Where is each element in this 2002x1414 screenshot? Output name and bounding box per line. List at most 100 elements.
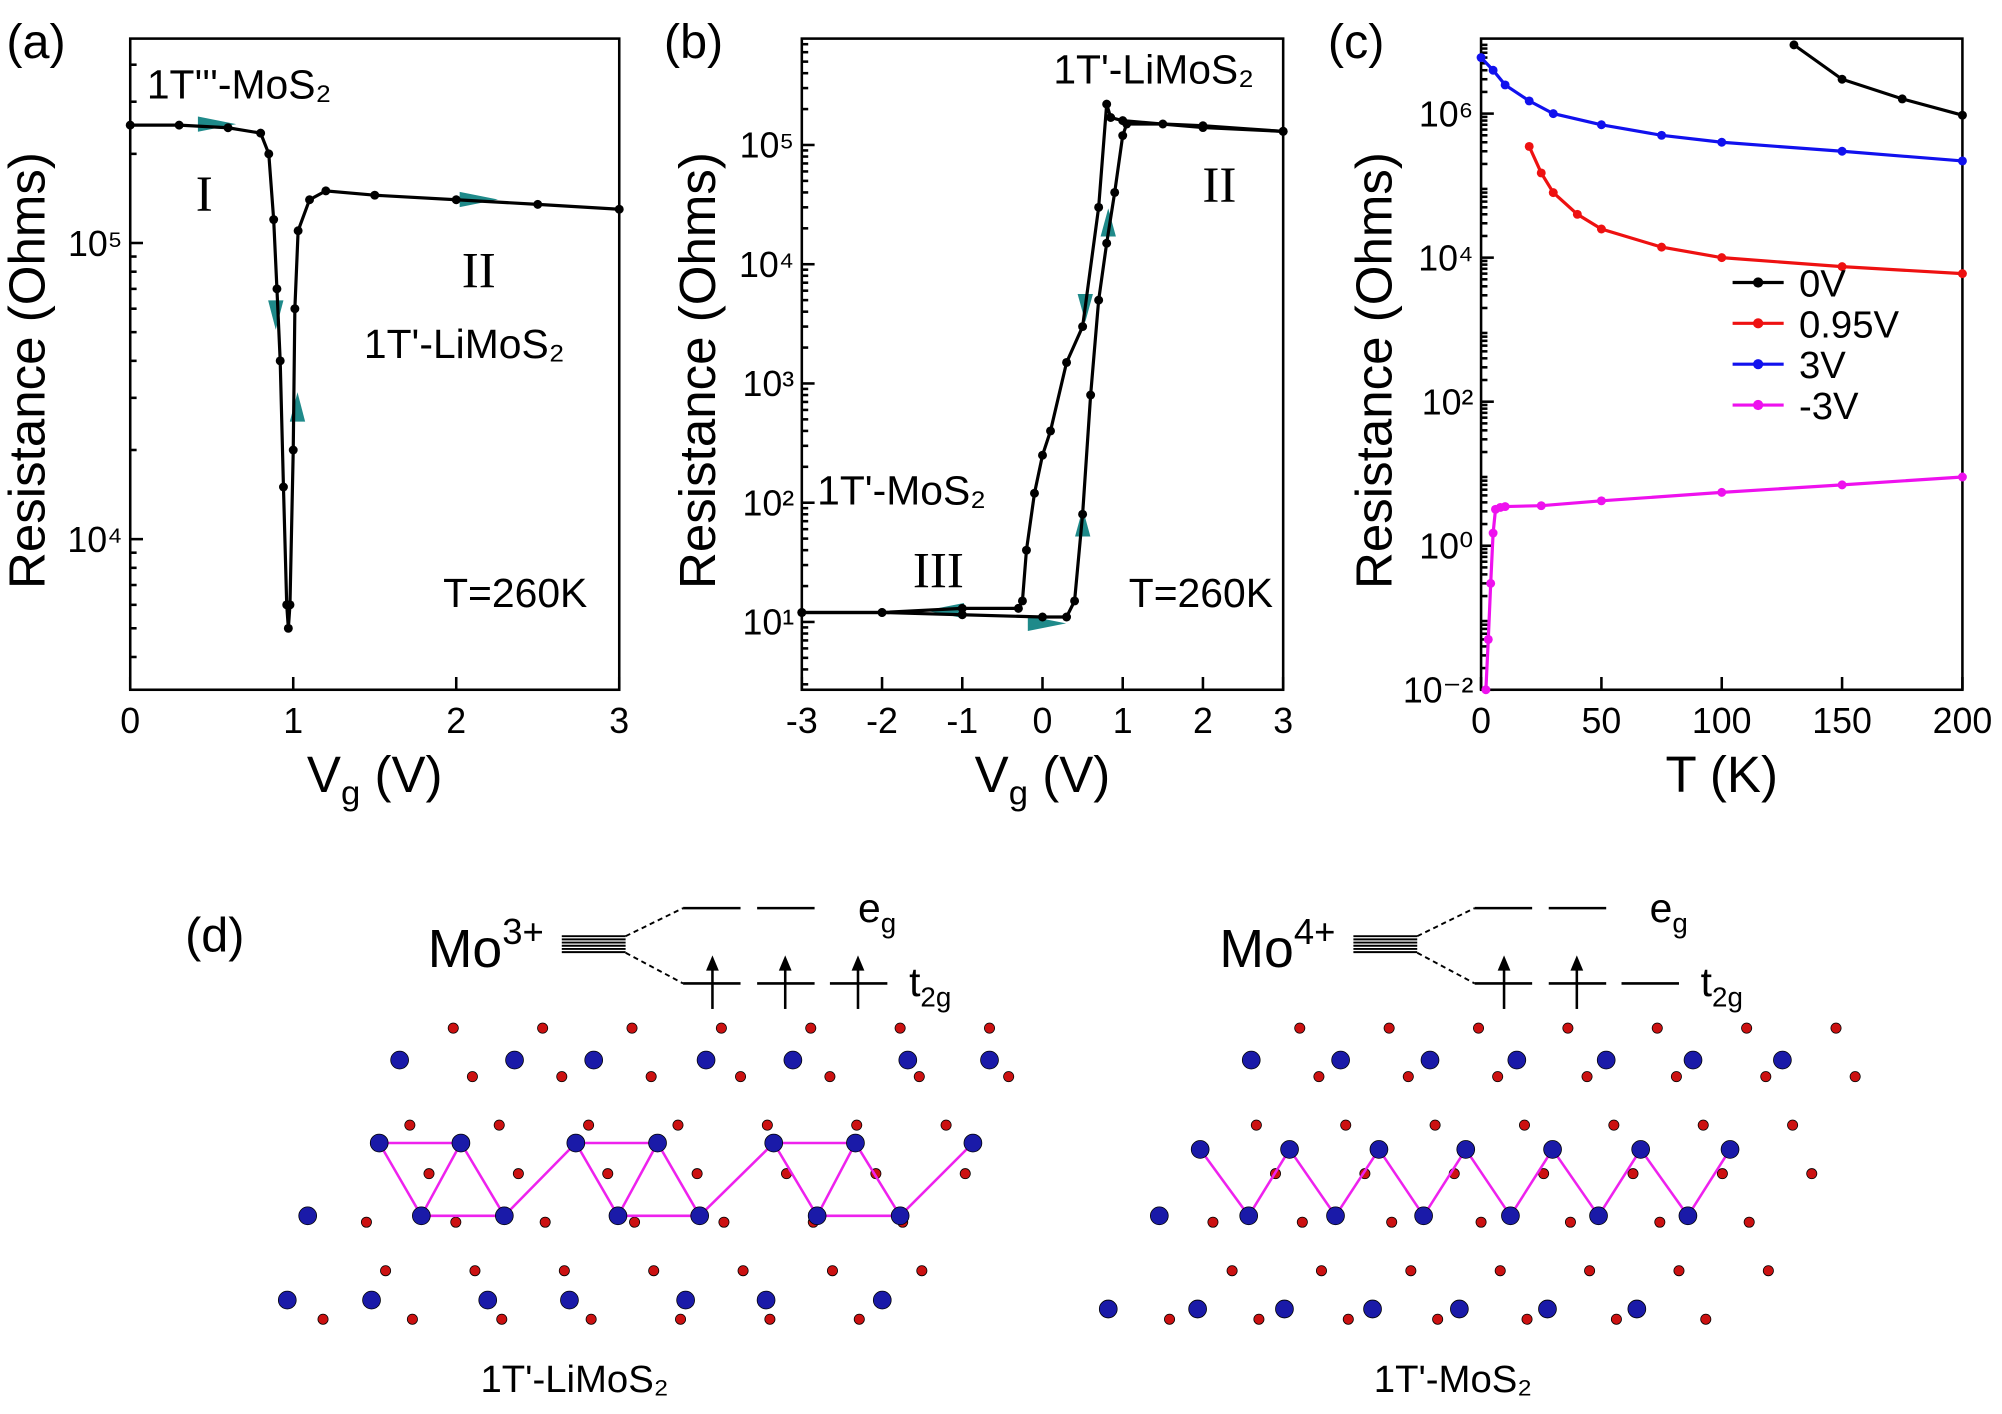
x-tick-label: 0	[120, 701, 140, 741]
bond-zigzag	[378, 1140, 974, 1219]
split-guide	[1416, 907, 1476, 938]
series-line	[1484, 475, 1963, 690]
data-point	[1017, 596, 1027, 606]
atom	[1253, 1313, 1265, 1325]
legend-label: 3V	[1799, 344, 1846, 387]
x-axis-label-part: (V)	[360, 746, 442, 803]
data-point	[1536, 168, 1546, 178]
data-point	[278, 482, 288, 492]
data-point	[1837, 262, 1847, 272]
sweep-arrows	[197, 116, 1116, 632]
y-tick-label: 10²	[1422, 382, 1474, 422]
data-point	[256, 128, 266, 138]
atom	[1787, 1119, 1799, 1131]
annotation: III	[913, 543, 964, 600]
x-tick-label: -3	[786, 701, 818, 741]
data-point	[1070, 596, 1080, 606]
data-point	[1078, 509, 1088, 519]
x-tick-label: 2	[1193, 701, 1213, 741]
data-point	[877, 608, 887, 617]
atom	[1420, 1050, 1440, 1070]
atom	[1651, 1022, 1663, 1034]
atom	[846, 1133, 865, 1153]
x-axis-label: T (K)	[1665, 746, 1778, 803]
atom	[1683, 1050, 1703, 1070]
atom	[1716, 1168, 1728, 1180]
atom	[466, 1071, 478, 1083]
annotation: I	[196, 166, 213, 223]
atom	[469, 1265, 481, 1277]
data-point	[174, 120, 184, 130]
series-line	[1479, 56, 1963, 163]
arrow	[1100, 208, 1116, 237]
y-tick-label: 10⁵	[740, 126, 795, 166]
atom	[1720, 1140, 1740, 1159]
data-point	[1897, 94, 1907, 104]
data-point	[125, 120, 135, 130]
atom	[1538, 1299, 1557, 1319]
atom	[1414, 1206, 1433, 1226]
atom	[1670, 1071, 1682, 1083]
eg-label: eg	[1650, 885, 1688, 938]
data-point	[1957, 110, 1967, 120]
atom	[1342, 1313, 1354, 1325]
spin-arrow-head	[778, 955, 792, 971]
panel-label: (c)	[1328, 15, 1385, 69]
atom	[898, 1050, 918, 1070]
atom	[894, 1022, 906, 1034]
spin-arrow-head	[706, 955, 719, 971]
atom	[1654, 1216, 1666, 1228]
atom	[1386, 1216, 1398, 1228]
atom	[1250, 1119, 1262, 1131]
atom	[916, 1265, 928, 1277]
data-point	[1657, 242, 1667, 252]
atom	[1188, 1299, 1207, 1319]
eg-label-part: g	[881, 907, 896, 938]
atom	[1239, 1206, 1259, 1226]
panel-label: (a)	[6, 15, 65, 69]
data-point	[1596, 120, 1606, 130]
data-point	[957, 610, 967, 620]
atom	[1830, 1022, 1842, 1034]
data-point	[1957, 472, 1967, 482]
legend-label: 0V	[1799, 263, 1846, 306]
atom	[715, 1022, 727, 1034]
atom	[1760, 1071, 1772, 1083]
legend-marker	[1753, 399, 1764, 411]
atom	[1473, 1022, 1485, 1034]
data-point	[1106, 113, 1116, 122]
data-point	[1476, 53, 1486, 63]
atom	[1405, 1265, 1417, 1277]
data-point	[1013, 603, 1023, 613]
data-point	[293, 226, 303, 236]
x-tick-label: 1	[283, 701, 303, 741]
x-tick-label: 100	[1692, 701, 1752, 741]
x-tick-label: 1	[1113, 701, 1133, 741]
atom	[1383, 1022, 1395, 1034]
atom	[1581, 1071, 1593, 1083]
data-point	[275, 356, 285, 366]
atom	[1429, 1119, 1441, 1131]
data-point	[957, 603, 967, 613]
x-axis-label-part: V	[975, 746, 1009, 803]
data-point	[1837, 146, 1847, 156]
data-point	[1488, 65, 1498, 75]
atom	[718, 1216, 730, 1228]
atom	[1806, 1168, 1818, 1180]
x-axis-label-part: (V)	[1028, 746, 1110, 803]
data-point	[1030, 488, 1039, 498]
atom	[1003, 1071, 1015, 1083]
data-point	[1717, 253, 1727, 263]
y-tick-label: 10⁴	[1418, 238, 1473, 278]
atom	[691, 1168, 703, 1180]
split-guide	[1416, 951, 1476, 985]
x-tick-label: -1	[946, 701, 978, 741]
atom	[735, 1071, 747, 1083]
panel-label: (b)	[664, 15, 723, 69]
atom	[584, 1050, 604, 1070]
atom	[1241, 1050, 1261, 1070]
bond-zigzag	[1199, 1147, 1732, 1219]
data-point	[1789, 40, 1799, 50]
atom	[369, 1133, 389, 1153]
